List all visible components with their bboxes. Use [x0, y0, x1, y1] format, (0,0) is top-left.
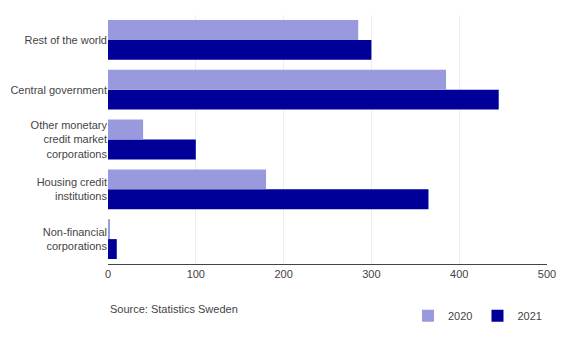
svg-text:0: 0: [105, 268, 111, 280]
svg-text:300: 300: [362, 268, 380, 280]
svg-text:Source: Statistics Sweden: Source: Statistics Sweden: [110, 303, 238, 315]
svg-text:Central government: Central government: [10, 84, 107, 96]
svg-text:2020: 2020: [448, 310, 472, 322]
svg-text:Non-financialcorporations: Non-financialcorporations: [43, 226, 108, 252]
svg-text:200: 200: [274, 268, 292, 280]
svg-text:400: 400: [450, 268, 468, 280]
svg-text:2021: 2021: [517, 310, 541, 322]
svg-text:Rest of the world: Rest of the world: [24, 34, 107, 46]
svg-text:Other monetarycredit marketcor: Other monetarycredit marketcorporations: [31, 119, 108, 160]
svg-text:100: 100: [187, 268, 205, 280]
svg-text:Housing creditinstitutions: Housing creditinstitutions: [37, 176, 108, 202]
svg-text:500: 500: [538, 268, 556, 280]
